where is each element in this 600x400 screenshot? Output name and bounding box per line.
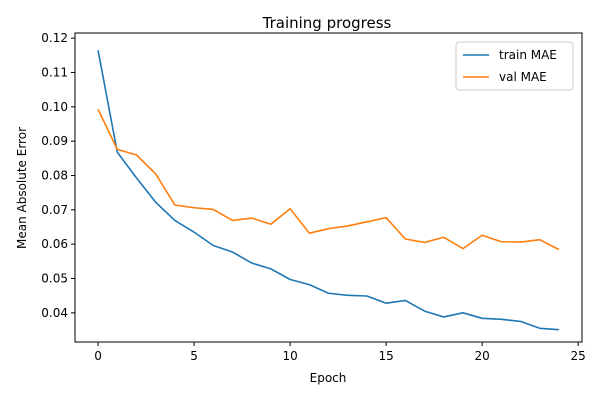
y-tick-label: 0.06 xyxy=(41,237,68,251)
y-tick-label: 0.12 xyxy=(41,31,68,45)
x-tick-label: 15 xyxy=(378,349,393,363)
y-tick-label: 0.04 xyxy=(41,306,68,320)
y-tick-label: 0.08 xyxy=(41,168,68,182)
x-tick-label: 25 xyxy=(571,349,586,363)
y-tick-label: 0.11 xyxy=(41,65,68,79)
y-axis-label: Mean Absolute Error xyxy=(15,127,29,249)
x-tick-label: 10 xyxy=(282,349,297,363)
series-lines xyxy=(97,50,560,331)
legend-label-val-mae: val MAE xyxy=(499,70,547,84)
x-tick-label: 20 xyxy=(474,349,489,363)
x-axis-label: Epoch xyxy=(310,371,347,385)
x-tick-label: 5 xyxy=(190,349,198,363)
plot-frame xyxy=(74,32,583,343)
chart-title: Training progress xyxy=(262,14,392,32)
y-tick-label: 0.10 xyxy=(41,100,68,114)
y-tick-label: 0.07 xyxy=(41,203,68,217)
legend-box xyxy=(455,41,574,91)
y-tick-label: 0.05 xyxy=(41,271,68,285)
y-axis-ticks: 0.04 0.05 0.06 0.07 0.08 0.09 0.10 0.11 0.12 xyxy=(41,31,75,320)
x-axis-ticks: 0 5 10 15 20 25 xyxy=(94,342,586,363)
legend-label-train-mae: train MAE xyxy=(499,48,557,62)
train-mae-line xyxy=(97,50,560,331)
x-tick-label: 0 xyxy=(94,349,102,363)
val-mae-line xyxy=(97,108,560,251)
y-tick-label: 0.09 xyxy=(41,134,68,148)
legend: train MAE val MAE xyxy=(455,41,574,91)
